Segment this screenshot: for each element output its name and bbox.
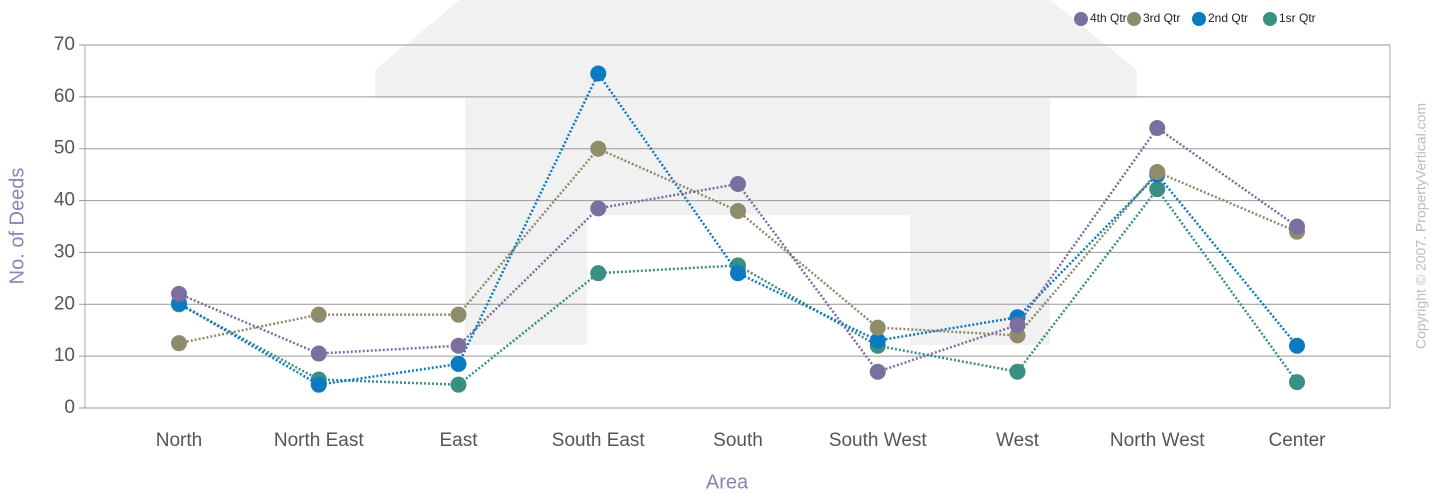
- point: [171, 285, 187, 302]
- x-tick-label: East: [439, 430, 478, 451]
- x-tick-label: Center: [1268, 430, 1326, 451]
- point: [1149, 164, 1166, 181]
- point: [869, 363, 886, 380]
- x-tick-label: South East: [552, 430, 646, 451]
- y-tick-label: 70: [54, 34, 75, 55]
- y-tick-label: 0: [64, 397, 75, 418]
- y-tick-label: 40: [54, 190, 75, 211]
- point: [590, 265, 607, 282]
- point: [869, 319, 886, 336]
- legend-swatch: [1192, 12, 1206, 26]
- point: [730, 202, 746, 219]
- point: [310, 376, 327, 393]
- point: [310, 306, 327, 323]
- y-axis-label: No. of Deeds: [6, 168, 28, 285]
- x-axis-label: Area: [706, 471, 749, 493]
- point: [1149, 181, 1166, 198]
- y-tick-label: 50: [54, 138, 75, 159]
- legend-swatch: [1127, 12, 1141, 26]
- point: [1009, 363, 1026, 380]
- point: [450, 337, 467, 354]
- point: [1289, 374, 1305, 391]
- point: [1289, 337, 1305, 354]
- x-tick-label: North West: [1110, 430, 1205, 451]
- point: [730, 175, 746, 192]
- y-tick-label: 30: [54, 241, 75, 262]
- x-tick-label: North: [156, 430, 202, 451]
- point: [590, 200, 607, 217]
- point: [450, 376, 467, 393]
- x-tick-label: South West: [829, 430, 928, 451]
- point: [590, 65, 607, 82]
- background-house: [375, 0, 1137, 345]
- x-tick-label: North East: [274, 430, 364, 451]
- point: [171, 335, 187, 352]
- legend-label: 3rd Qtr: [1143, 11, 1180, 25]
- copyright: Copyright © 2007. PropertyVertical.com: [1413, 103, 1429, 349]
- legend-swatch: [1263, 12, 1277, 26]
- point: [1289, 218, 1305, 235]
- legend-label: 4th Qtr: [1090, 11, 1127, 25]
- legend-label: 2nd Qtr: [1208, 11, 1248, 25]
- point: [450, 306, 467, 323]
- point: [450, 355, 467, 372]
- y-tick-label: 20: [54, 293, 75, 314]
- point: [869, 332, 886, 349]
- point: [590, 140, 607, 157]
- point: [730, 265, 746, 282]
- y-tick-label: 10: [54, 345, 75, 366]
- legend-label: 1sr Qtr: [1279, 11, 1316, 25]
- point: [1009, 317, 1026, 334]
- y-tick-label: 60: [54, 86, 75, 107]
- point: [310, 345, 327, 362]
- legend-swatch: [1074, 12, 1088, 26]
- x-tick-label: South: [713, 430, 763, 451]
- point: [1149, 119, 1166, 136]
- x-tick-label: West: [996, 430, 1040, 451]
